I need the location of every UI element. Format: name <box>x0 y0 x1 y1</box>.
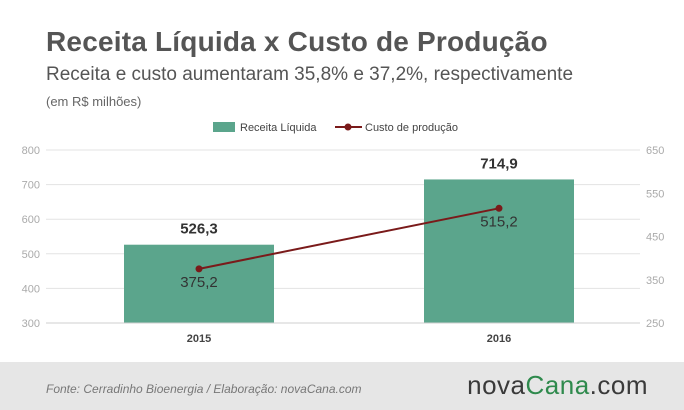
line-point <box>495 204 503 212</box>
line-value-label: 515,2 <box>480 213 518 230</box>
line-point <box>195 265 203 273</box>
y-right-tick-label: 550 <box>646 188 664 200</box>
y-left-tick-label: 600 <box>22 214 40 226</box>
y-left-tick-label: 700 <box>22 180 40 192</box>
y-left-tick-label: 300 <box>22 318 40 330</box>
series-line <box>198 207 500 270</box>
unit-note: (em R$ milhões) <box>46 94 142 109</box>
chart-title: Receita Líquida x Custo de Produção <box>46 26 548 57</box>
chart-subtitle: Receita e custo aumentaram 35,8% e 37,2%… <box>46 64 574 85</box>
legend-swatch-marker <box>344 123 352 131</box>
source-note: Fonte: Cerradinho Bioenergia / Elaboraçã… <box>46 382 362 396</box>
x-tick-label: 2016 <box>487 333 511 345</box>
y-right-tick-label: 450 <box>646 232 664 244</box>
y-left-tick-label: 800 <box>22 145 40 157</box>
bar <box>424 179 574 323</box>
y-left-tick-label: 500 <box>22 249 40 261</box>
legend-swatch-bar <box>213 122 235 132</box>
brand-part-1: nova <box>467 370 526 400</box>
y-left-tick-label: 400 <box>22 283 40 295</box>
legend-label-bar: Receita Líquida <box>240 122 317 134</box>
footer-bar: Fonte: Cerradinho Bioenergia / Elaboraçã… <box>0 362 684 410</box>
brand-part-3: .com <box>589 370 648 400</box>
bar-value-label: 526,3 <box>180 221 218 238</box>
brand-logo: novaCana.com <box>467 370 648 401</box>
chart-area: 300 400 500 600 700 800 250 350 450 550 650 526,3 71… <box>22 122 664 345</box>
bar-value-label: 714,9 <box>480 155 518 172</box>
line-value-label: 375,2 <box>180 274 218 291</box>
brand-part-2: Cana <box>525 370 590 400</box>
y-right-tick-label: 650 <box>646 145 664 157</box>
y-right-tick-label: 250 <box>646 318 664 330</box>
y-right-tick-label: 350 <box>646 275 664 287</box>
legend-label-line: Custo de produção <box>365 122 458 134</box>
x-tick-label: 2015 <box>187 333 211 345</box>
